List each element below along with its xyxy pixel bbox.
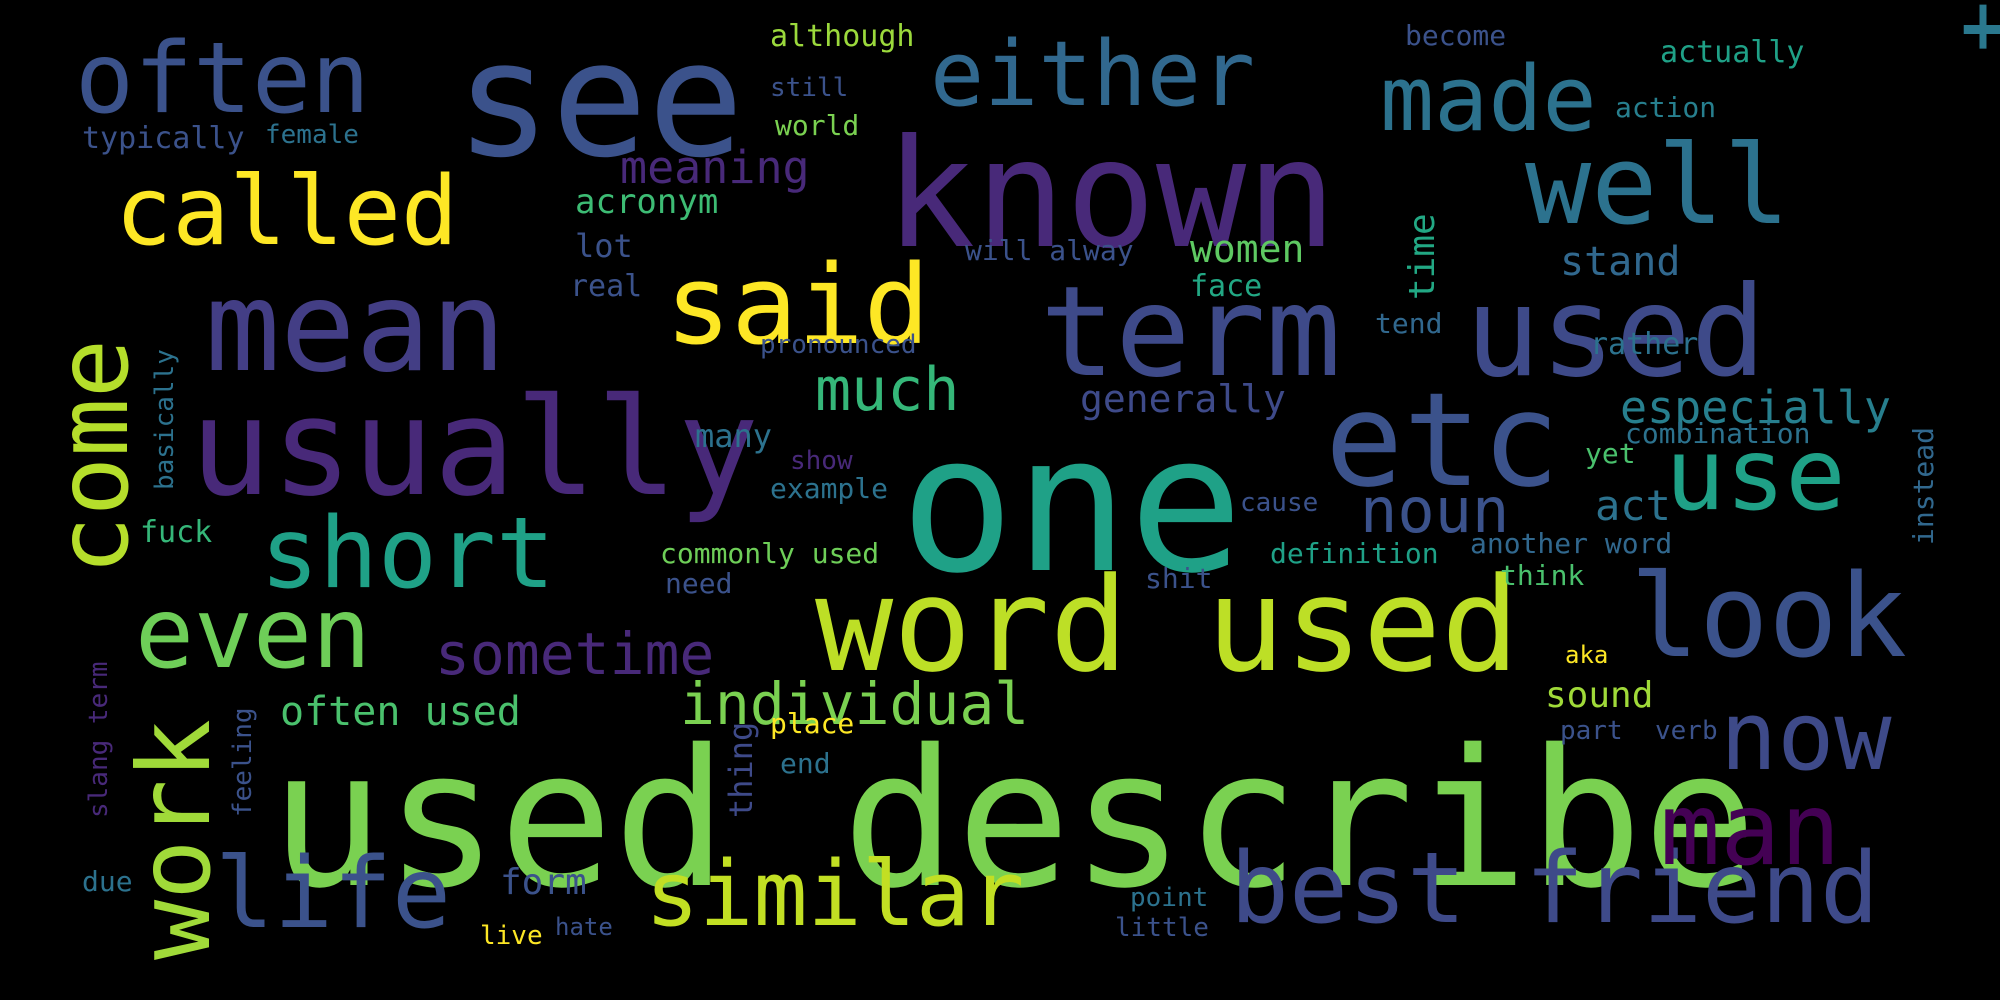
word-hate: hate bbox=[555, 913, 613, 941]
word-known: known bbox=[885, 108, 1337, 282]
word-acronym: acronym bbox=[575, 182, 719, 222]
word-point: point bbox=[1130, 883, 1209, 913]
word-another-word: another word bbox=[1470, 527, 1673, 560]
word-lot: lot bbox=[575, 227, 633, 265]
word-basically: basically bbox=[150, 349, 180, 490]
word-especially: especially bbox=[1620, 381, 1891, 434]
word-show: show bbox=[790, 446, 853, 476]
word-commonly-used: commonly used bbox=[660, 537, 880, 570]
word-face: face bbox=[1190, 269, 1263, 304]
word-man: man bbox=[1660, 771, 1841, 888]
word-sometime: sometime bbox=[435, 620, 715, 688]
word-stand: stand bbox=[1560, 239, 1681, 285]
word-life: life bbox=[215, 837, 452, 951]
word-yet: yet bbox=[1585, 437, 1636, 470]
word-part: part bbox=[1560, 716, 1623, 746]
word-female: female bbox=[265, 120, 359, 150]
word-type: type bbox=[1941, 0, 2000, 55]
word-example: example bbox=[770, 472, 889, 505]
word-shit: shit bbox=[1145, 562, 1213, 595]
word-either: either bbox=[930, 22, 1256, 127]
word-still: still bbox=[770, 73, 849, 103]
word-fuck: fuck bbox=[140, 515, 213, 550]
word-mean: mean bbox=[205, 255, 507, 400]
word-typically: typically bbox=[82, 121, 245, 156]
word-generally: generally bbox=[1080, 377, 1286, 421]
word-work: work bbox=[116, 719, 233, 960]
word-term: term bbox=[1040, 260, 1342, 405]
word-short: short bbox=[260, 497, 556, 611]
word-feeling: feeling bbox=[228, 707, 258, 817]
word-called: called bbox=[115, 157, 459, 267]
word-definition: definition bbox=[1270, 537, 1439, 570]
word-although: although bbox=[770, 19, 915, 54]
word-verb: verb bbox=[1655, 716, 1718, 746]
word-even: even bbox=[135, 577, 372, 691]
word-meaning: meaning bbox=[620, 141, 810, 194]
word-sound: sound bbox=[1545, 675, 1654, 716]
word-pronounced: pronounced bbox=[760, 330, 917, 360]
word-etc: etc bbox=[1325, 364, 1560, 516]
word-action: action bbox=[1615, 91, 1717, 124]
word-form: form bbox=[500, 862, 587, 903]
word-often: often bbox=[75, 22, 371, 136]
word-combination: combination bbox=[1625, 417, 1811, 450]
word-used-describe: used describe bbox=[270, 709, 1758, 930]
word-word-used: word used bbox=[815, 549, 1520, 701]
word-slang-term: slang term bbox=[84, 661, 114, 818]
word-act: act bbox=[1595, 481, 1671, 530]
word-due: due bbox=[82, 865, 133, 898]
word-noun: noun bbox=[1360, 474, 1510, 547]
word-cause: cause bbox=[1240, 488, 1319, 518]
word-now: now bbox=[1720, 682, 1892, 792]
word-usually: usually bbox=[190, 369, 759, 526]
word-become: become bbox=[1405, 19, 1507, 52]
word-end: end bbox=[780, 747, 831, 780]
word-much: much bbox=[815, 355, 960, 425]
word-one: one bbox=[900, 394, 1244, 615]
word-best-friend: best friend bbox=[1230, 832, 1880, 946]
word-world: world bbox=[775, 109, 860, 142]
word-live: live bbox=[480, 921, 543, 951]
word-aka: aka bbox=[1565, 641, 1609, 669]
word-will-alway: will alway bbox=[965, 234, 1134, 267]
word-individual: individual bbox=[680, 670, 1030, 738]
word-actually: actually bbox=[1660, 35, 1805, 70]
word-little: little bbox=[1115, 913, 1209, 943]
word-need: need bbox=[665, 567, 733, 600]
word-use: use bbox=[1665, 416, 1846, 533]
word-place: place bbox=[770, 707, 855, 740]
word-instead: instead bbox=[1907, 426, 1940, 545]
word-thing: thing bbox=[722, 721, 760, 818]
word-rather: rather bbox=[1590, 327, 1699, 362]
word-real: real bbox=[570, 269, 643, 304]
word-women: women bbox=[1190, 227, 1305, 271]
word-similar: similar bbox=[645, 842, 1025, 947]
word-come: come bbox=[37, 338, 151, 575]
word-look: look bbox=[1630, 550, 1907, 684]
word-tend: tend bbox=[1375, 307, 1443, 340]
word-time: time bbox=[1402, 213, 1443, 300]
word-see: see bbox=[455, 6, 744, 193]
word-often-used: often used bbox=[280, 689, 521, 735]
word-think: think bbox=[1500, 559, 1585, 592]
word-made: made bbox=[1380, 47, 1597, 152]
word-used-2: used bbox=[1465, 260, 1767, 405]
word-said: said bbox=[665, 241, 930, 369]
word-many: many bbox=[695, 417, 773, 455]
word-well: well bbox=[1525, 121, 1790, 249]
